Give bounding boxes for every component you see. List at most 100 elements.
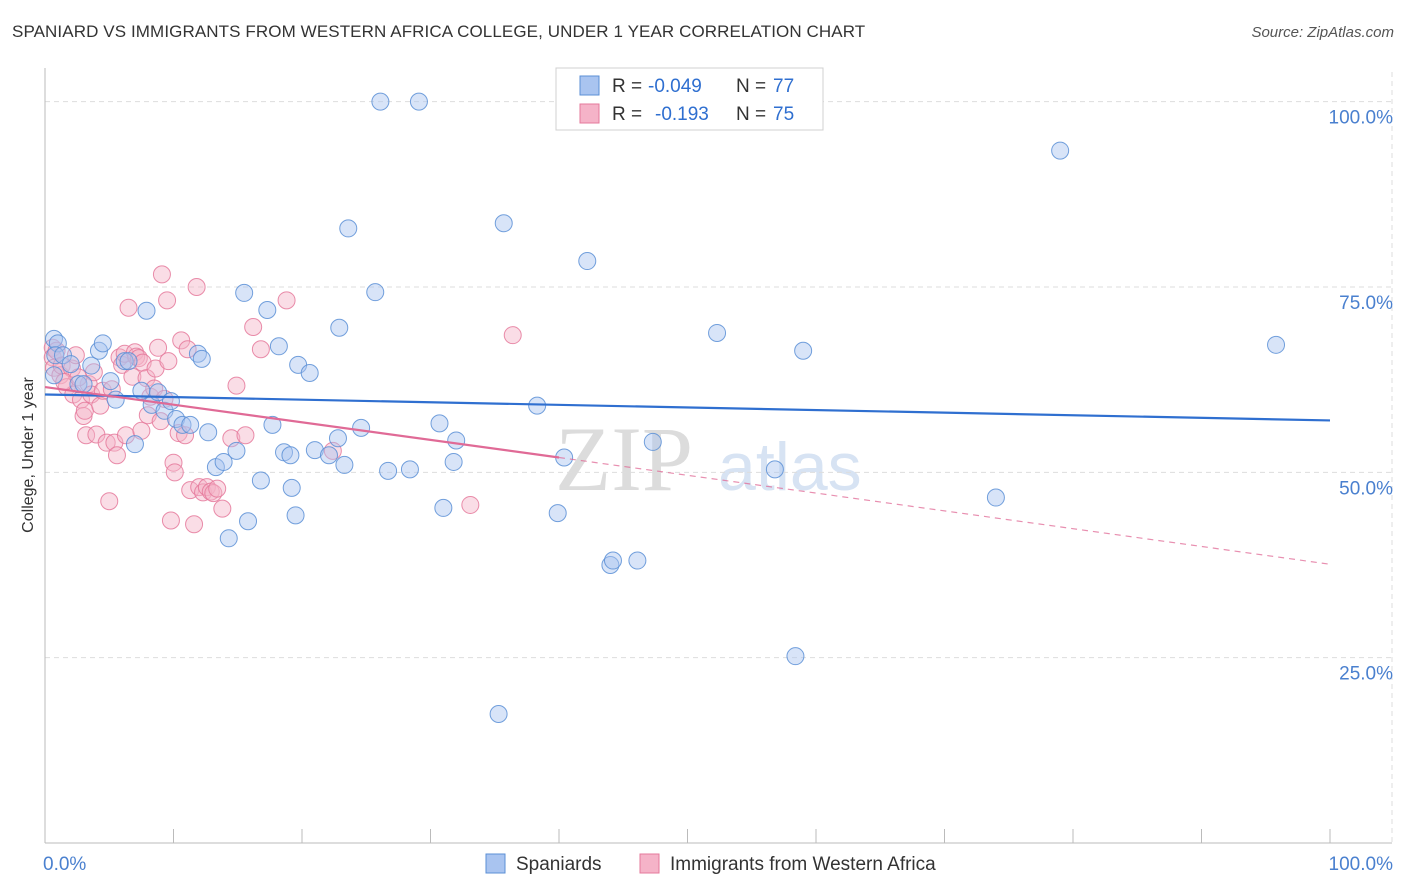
spaniards-point — [281, 446, 300, 465]
y-tick-label: 50.0% — [1339, 478, 1393, 499]
spaniards-point — [119, 352, 138, 371]
legend-r-label-1: R = — [612, 76, 642, 97]
immigrants-trend-extension — [558, 456, 1331, 565]
spaniards-point — [335, 455, 354, 474]
spaniards-point — [282, 478, 301, 497]
spaniards-point — [46, 346, 65, 365]
trend-lines — [44, 385, 1331, 565]
bottom-legend-immigrants: Immigrants from Western Africa — [670, 854, 936, 875]
immigrants-point — [503, 326, 522, 345]
spaniards-point — [263, 415, 282, 434]
immigrants-point — [251, 340, 270, 359]
immigrants-point — [119, 298, 138, 317]
immigrants-point — [91, 396, 110, 415]
x-tick-labels: 0.0% 100.0% — [43, 854, 1393, 875]
immigrants-point — [152, 265, 171, 284]
series-spaniards-points — [44, 92, 1286, 724]
spaniards-point — [82, 356, 101, 375]
x-tick-label-min: 0.0% — [43, 854, 86, 875]
immigrants-point — [161, 511, 180, 530]
spaniards-point — [430, 414, 449, 433]
spaniards-point — [339, 219, 358, 238]
legend-r-value-2: -0.193 — [655, 104, 709, 125]
immigrants-point — [164, 453, 183, 472]
spaniards-point — [794, 341, 813, 360]
immigrants-point — [461, 495, 480, 514]
legend-n-label-1: N = — [736, 76, 766, 97]
legend-n-label-2: N = — [736, 104, 766, 125]
spaniards-point — [643, 432, 662, 451]
immigrants-point — [176, 426, 195, 445]
spaniards-point — [447, 431, 466, 450]
spaniards-point — [494, 214, 513, 233]
spaniards-point — [786, 647, 805, 666]
immigrants-point — [185, 515, 204, 534]
source-label: Source: ZipAtlas.com — [1251, 24, 1394, 41]
immigrants-point — [75, 401, 94, 420]
legend-n-value-2: 75 — [773, 104, 794, 125]
spaniards-point — [300, 363, 319, 382]
y-tick-label: 25.0% — [1339, 664, 1393, 685]
spaniards-point — [603, 551, 622, 570]
y-tick-labels: 100.0% 75.0% 50.0% 25.0% — [1329, 108, 1394, 685]
spaniards-point — [1051, 141, 1070, 160]
spaniards-point — [101, 372, 120, 391]
legend-n-value-1: 77 — [773, 76, 794, 97]
spaniards-point — [125, 435, 144, 454]
chart-title: SPANIARD VS IMMIGRANTS FROM WESTERN AFRI… — [12, 22, 866, 41]
spaniards-point — [330, 318, 349, 337]
y-tick-label: 100.0% — [1329, 108, 1394, 129]
watermark-atlas: atlas — [718, 429, 862, 505]
immigrants-point — [165, 463, 184, 482]
spaniards-point — [137, 301, 156, 320]
watermark-zip: ZIP — [555, 408, 693, 510]
spaniards-point — [235, 283, 254, 302]
spaniards-trend-line — [44, 393, 1331, 422]
immigrants-point — [213, 499, 232, 518]
immigrants-point — [97, 433, 116, 452]
spaniards-point — [986, 488, 1005, 507]
legend-swatch-pink — [579, 103, 600, 124]
immigrants-point — [100, 492, 119, 511]
spaniards-point — [93, 334, 112, 353]
spaniards-point — [400, 460, 419, 479]
immigrants-point — [107, 446, 126, 465]
spaniards-point — [258, 300, 277, 319]
y-axis-label: College, Under 1 year — [20, 377, 37, 533]
immigrants-point — [244, 318, 263, 337]
spaniards-point — [366, 283, 385, 302]
y-tick-label: 75.0% — [1339, 293, 1393, 314]
gridlines — [45, 72, 1393, 843]
spaniards-point — [227, 441, 246, 460]
spaniards-point — [74, 375, 93, 394]
legend-r-value-1: -0.049 — [648, 76, 702, 97]
spaniards-point — [765, 460, 784, 479]
legend-r-label-2: R = — [612, 104, 642, 125]
spaniards-point — [44, 366, 63, 385]
spaniards-point — [214, 452, 233, 471]
immigrants-point — [227, 376, 246, 395]
spaniards-point — [115, 352, 134, 371]
series-legend: Spaniards Immigrants from Western Africa — [485, 853, 936, 875]
spaniards-point — [628, 551, 647, 570]
immigrants-point — [172, 331, 191, 350]
immigrants-point — [277, 291, 296, 310]
spaniards-point — [161, 392, 180, 411]
spaniards-point — [48, 334, 67, 353]
spaniards-point — [578, 252, 597, 271]
immigrants-point — [208, 479, 227, 498]
spaniards-point — [489, 705, 508, 724]
immigrants-point — [158, 291, 177, 310]
immigrants-point — [77, 426, 96, 445]
spaniards-point — [328, 429, 347, 448]
immigrants-trend-line — [44, 385, 560, 459]
immigrants-point — [159, 352, 178, 371]
immigrants-point — [236, 426, 255, 445]
spaniards-point — [251, 471, 270, 490]
x-tick-label-max: 100.0% — [1329, 854, 1394, 875]
spaniards-point — [379, 461, 398, 480]
spaniards-point — [708, 323, 727, 342]
spaniards-point — [239, 512, 258, 531]
spaniards-point — [173, 415, 192, 434]
spaniards-point — [192, 349, 211, 368]
